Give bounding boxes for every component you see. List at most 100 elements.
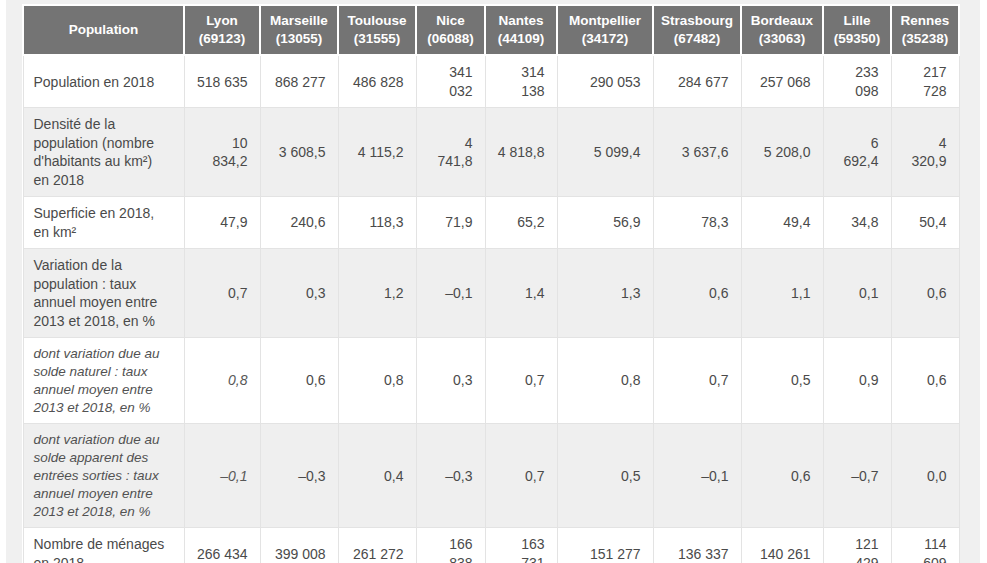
table-cell: 49,4 bbox=[741, 197, 823, 249]
table-cell: 0,9 bbox=[823, 338, 891, 424]
table-row-densite: Densité de la population (nombre d'habit… bbox=[23, 108, 959, 197]
table-cell: 0,6 bbox=[741, 424, 823, 528]
row-label: dont variation due au solde naturel : ta… bbox=[23, 338, 184, 424]
table-row-solde-apparent: dont variation due au solde apparent des… bbox=[23, 424, 959, 528]
column-header-marseille: Marseille(13055) bbox=[260, 5, 338, 55]
table-cell: –0,1 bbox=[416, 249, 485, 338]
table-cell: 3 608,5 bbox=[260, 108, 338, 197]
table-cell: 121 429 bbox=[823, 528, 891, 563]
table-cell: 0,1 bbox=[823, 249, 891, 338]
table-cell: 0,0 bbox=[891, 424, 959, 528]
table-cell: 1,2 bbox=[338, 249, 416, 338]
table-cell: 266 434 bbox=[184, 528, 260, 563]
table-cell: 0,4 bbox=[338, 424, 416, 528]
table-cell: 0,6 bbox=[653, 249, 741, 338]
table-cell: 341 032 bbox=[416, 55, 485, 107]
table-row-menages: Nombre de ménages en 2018 266 434 399 00… bbox=[23, 528, 959, 563]
table-cell: 4 320,9 bbox=[891, 108, 959, 197]
table-cell: 0,8 bbox=[184, 338, 260, 424]
table-cell: 1,4 bbox=[485, 249, 557, 338]
table-cell: 50,4 bbox=[891, 197, 959, 249]
table-cell: 140 261 bbox=[741, 528, 823, 563]
table-row-variation: Variation de la population : taux annuel… bbox=[23, 249, 959, 338]
table-cell: 136 337 bbox=[653, 528, 741, 563]
table-cell: 0,6 bbox=[891, 338, 959, 424]
table-cell: 5 099,4 bbox=[557, 108, 653, 197]
table-cell: 257 068 bbox=[741, 55, 823, 107]
table-cell: 314 138 bbox=[485, 55, 557, 107]
table-cell: 0,6 bbox=[891, 249, 959, 338]
table-cell: 0,7 bbox=[485, 424, 557, 528]
table-cell: 261 272 bbox=[338, 528, 416, 563]
table-cell: 10 834,2 bbox=[184, 108, 260, 197]
row-label: dont variation due au solde apparent des… bbox=[23, 424, 184, 528]
column-header-lille: Lille(59350) bbox=[823, 5, 891, 55]
table-cell: 5 208,0 bbox=[741, 108, 823, 197]
table-cell: 0,7 bbox=[184, 249, 260, 338]
table-cell: 0,8 bbox=[338, 338, 416, 424]
table-cell: 217 728 bbox=[891, 55, 959, 107]
table-cell: 71,9 bbox=[416, 197, 485, 249]
content-panel: Population Lyon(69123) Marseille(13055) … bbox=[6, 0, 980, 563]
row-label: Variation de la population : taux annuel… bbox=[23, 249, 184, 338]
table-cell: –0,3 bbox=[260, 424, 338, 528]
table-cell: 3 637,6 bbox=[653, 108, 741, 197]
table-cell: 233 098 bbox=[823, 55, 891, 107]
header-row: Population Lyon(69123) Marseille(13055) … bbox=[23, 5, 959, 55]
column-header-population: Population bbox=[23, 5, 184, 55]
table-cell: 65,2 bbox=[485, 197, 557, 249]
table-cell: 0,3 bbox=[416, 338, 485, 424]
table-cell: 0,5 bbox=[557, 424, 653, 528]
table-cell: 163 731 bbox=[485, 528, 557, 563]
table-cell: 0,7 bbox=[485, 338, 557, 424]
table-cell: 166 838 bbox=[416, 528, 485, 563]
table-row-population-2018: Population en 2018 518 635 868 277 486 8… bbox=[23, 55, 959, 107]
column-header-nantes: Nantes(44109) bbox=[485, 5, 557, 55]
page: { "colors": { "panel_bg": "#f0f0f0", "he… bbox=[0, 0, 987, 563]
table-cell: 4 115,2 bbox=[338, 108, 416, 197]
table-cell: 868 277 bbox=[260, 55, 338, 107]
table-cell: 399 008 bbox=[260, 528, 338, 563]
table-cell: 518 635 bbox=[184, 55, 260, 107]
population-comparison-table: Population Lyon(69123) Marseille(13055) … bbox=[22, 4, 960, 563]
table-cell: –0,1 bbox=[653, 424, 741, 528]
column-header-bordeaux: Bordeaux(33063) bbox=[741, 5, 823, 55]
row-label: Superficie en 2018, en km² bbox=[23, 197, 184, 249]
column-header-rennes: Rennes(35238) bbox=[891, 5, 959, 55]
table-body: Population en 2018 518 635 868 277 486 8… bbox=[23, 55, 959, 563]
table-header: Population Lyon(69123) Marseille(13055) … bbox=[23, 5, 959, 55]
table-row-solde-naturel: dont variation due au solde naturel : ta… bbox=[23, 338, 959, 424]
table-cell: –0,3 bbox=[416, 424, 485, 528]
table-cell: 0,3 bbox=[260, 249, 338, 338]
table-cell: –0,7 bbox=[823, 424, 891, 528]
column-header-lyon: Lyon(69123) bbox=[184, 5, 260, 55]
table-cell: 1,3 bbox=[557, 249, 653, 338]
table-cell: 4 818,8 bbox=[485, 108, 557, 197]
table-row-superficie: Superficie en 2018, en km² 47,9 240,6 11… bbox=[23, 197, 959, 249]
table-cell: –0,1 bbox=[184, 424, 260, 528]
table-cell: 0,5 bbox=[741, 338, 823, 424]
row-label: Population en 2018 bbox=[23, 55, 184, 107]
table-cell: 0,6 bbox=[260, 338, 338, 424]
row-label: Nombre de ménages en 2018 bbox=[23, 528, 184, 563]
column-header-toulouse: Toulouse(31555) bbox=[338, 5, 416, 55]
table-cell: 78,3 bbox=[653, 197, 741, 249]
table-cell: 284 677 bbox=[653, 55, 741, 107]
table-cell: 290 053 bbox=[557, 55, 653, 107]
column-header-nice: Nice(06088) bbox=[416, 5, 485, 55]
column-header-montpellier: Montpellier(34172) bbox=[557, 5, 653, 55]
table-cell: 1,1 bbox=[741, 249, 823, 338]
table-cell: 0,7 bbox=[653, 338, 741, 424]
row-label: Densité de la population (nombre d'habit… bbox=[23, 108, 184, 197]
table-cell: 114 609 bbox=[891, 528, 959, 563]
column-header-strasbourg: Strasbourg(67482) bbox=[653, 5, 741, 55]
table-cell: 6 692,4 bbox=[823, 108, 891, 197]
table-cell: 0,8 bbox=[557, 338, 653, 424]
table-cell: 34,8 bbox=[823, 197, 891, 249]
table-cell: 151 277 bbox=[557, 528, 653, 563]
table-cell: 118,3 bbox=[338, 197, 416, 249]
table-cell: 486 828 bbox=[338, 55, 416, 107]
table-cell: 240,6 bbox=[260, 197, 338, 249]
table-cell: 4 741,8 bbox=[416, 108, 485, 197]
table-cell: 47,9 bbox=[184, 197, 260, 249]
